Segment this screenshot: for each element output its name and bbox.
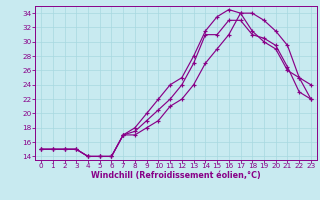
X-axis label: Windchill (Refroidissement éolien,°C): Windchill (Refroidissement éolien,°C) — [91, 171, 261, 180]
